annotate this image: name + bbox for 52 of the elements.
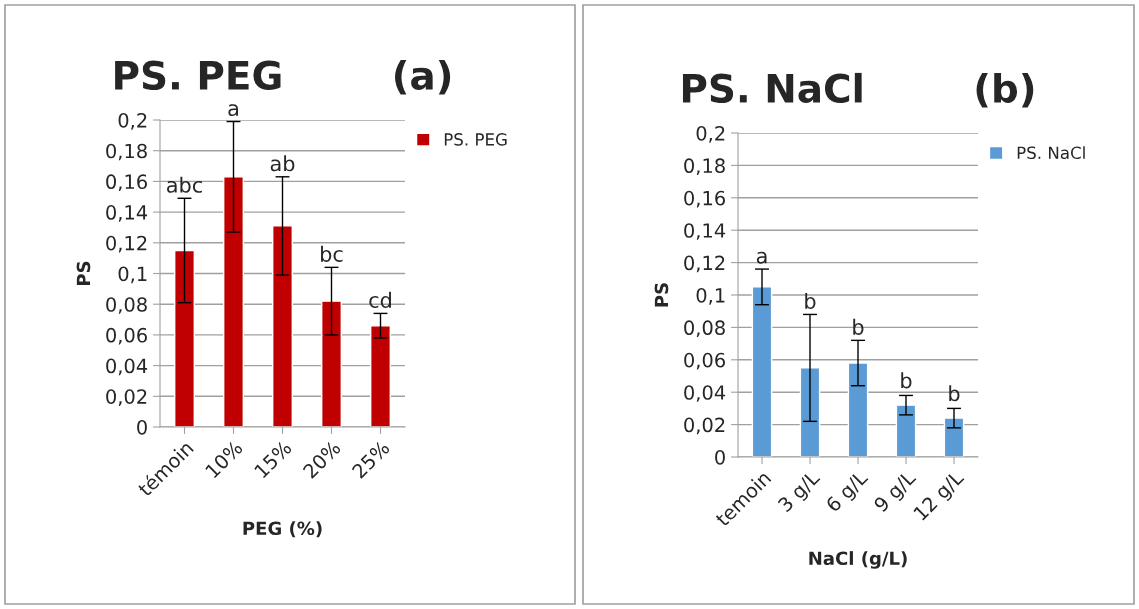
bar — [799, 367, 821, 457]
annotation: b — [949, 385, 960, 402]
y-tick-label: 0,16 — [106, 174, 147, 192]
bar — [751, 286, 773, 457]
x-tick-label: 6 g/L — [825, 469, 872, 516]
y-tick-label: 0,2 — [118, 112, 147, 130]
chart-title: PS. NaCl (b) — [682, 72, 1034, 108]
y-tick-label: 0,02 — [684, 417, 725, 435]
y-tick-label: 0,04 — [684, 385, 726, 402]
y-tick-label: 0,06 — [106, 327, 147, 345]
bar — [321, 300, 342, 427]
annotation: b — [901, 372, 912, 389]
y-axis-title: PS — [76, 261, 91, 285]
y-tick-label: 0,14 — [684, 223, 726, 240]
y-tick-label: 0,2 — [696, 125, 725, 143]
annotation: abc — [167, 176, 202, 193]
chart-title: PS. PEG (a) — [115, 59, 451, 95]
x-axis-title: NaCl (g/L) — [809, 551, 907, 569]
annotation: a — [228, 104, 238, 117]
annotation: cd — [369, 291, 391, 308]
y-tick-label: 0,02 — [106, 389, 147, 406]
y-tick-label: 0,08 — [684, 320, 725, 338]
bar — [272, 225, 293, 427]
bar — [943, 417, 965, 457]
legend-label: PS. PEG — [444, 133, 507, 146]
y-tick-label: 0,1 — [696, 287, 725, 305]
y-tick-label: 0 — [137, 419, 147, 435]
y-tick-label: 0,18 — [106, 143, 147, 161]
y-tick-label: 0,16 — [684, 190, 725, 208]
y-tick-label: 0,08 — [106, 297, 147, 314]
bar — [370, 324, 391, 427]
x-tick-label: 3 g/L — [777, 469, 824, 516]
bar — [847, 362, 869, 457]
annotation: a — [756, 251, 767, 264]
y-tick-label: 0,14 — [106, 205, 148, 222]
y-tick-label: 0,12 — [106, 235, 147, 253]
bar — [895, 404, 917, 457]
annotation: ab — [270, 155, 295, 172]
y-tick-label: 0,04 — [106, 358, 148, 376]
bar — [223, 176, 244, 427]
y-tick-label: 0 — [715, 449, 725, 465]
legend-label: PS. NaCl — [1017, 146, 1085, 160]
y-tick-label: 0,18 — [684, 158, 725, 176]
annotation: b — [805, 292, 816, 310]
annotation: b — [853, 318, 864, 335]
x-axis-title: PEG (%) — [243, 521, 322, 538]
y-tick-label: 0,06 — [684, 352, 725, 370]
y-tick-label: 0,1 — [118, 266, 147, 284]
annotation: bc — [321, 245, 343, 262]
bar — [174, 249, 195, 427]
y-axis-title: PS — [654, 283, 669, 307]
y-tick-label: 0,12 — [684, 255, 725, 273]
